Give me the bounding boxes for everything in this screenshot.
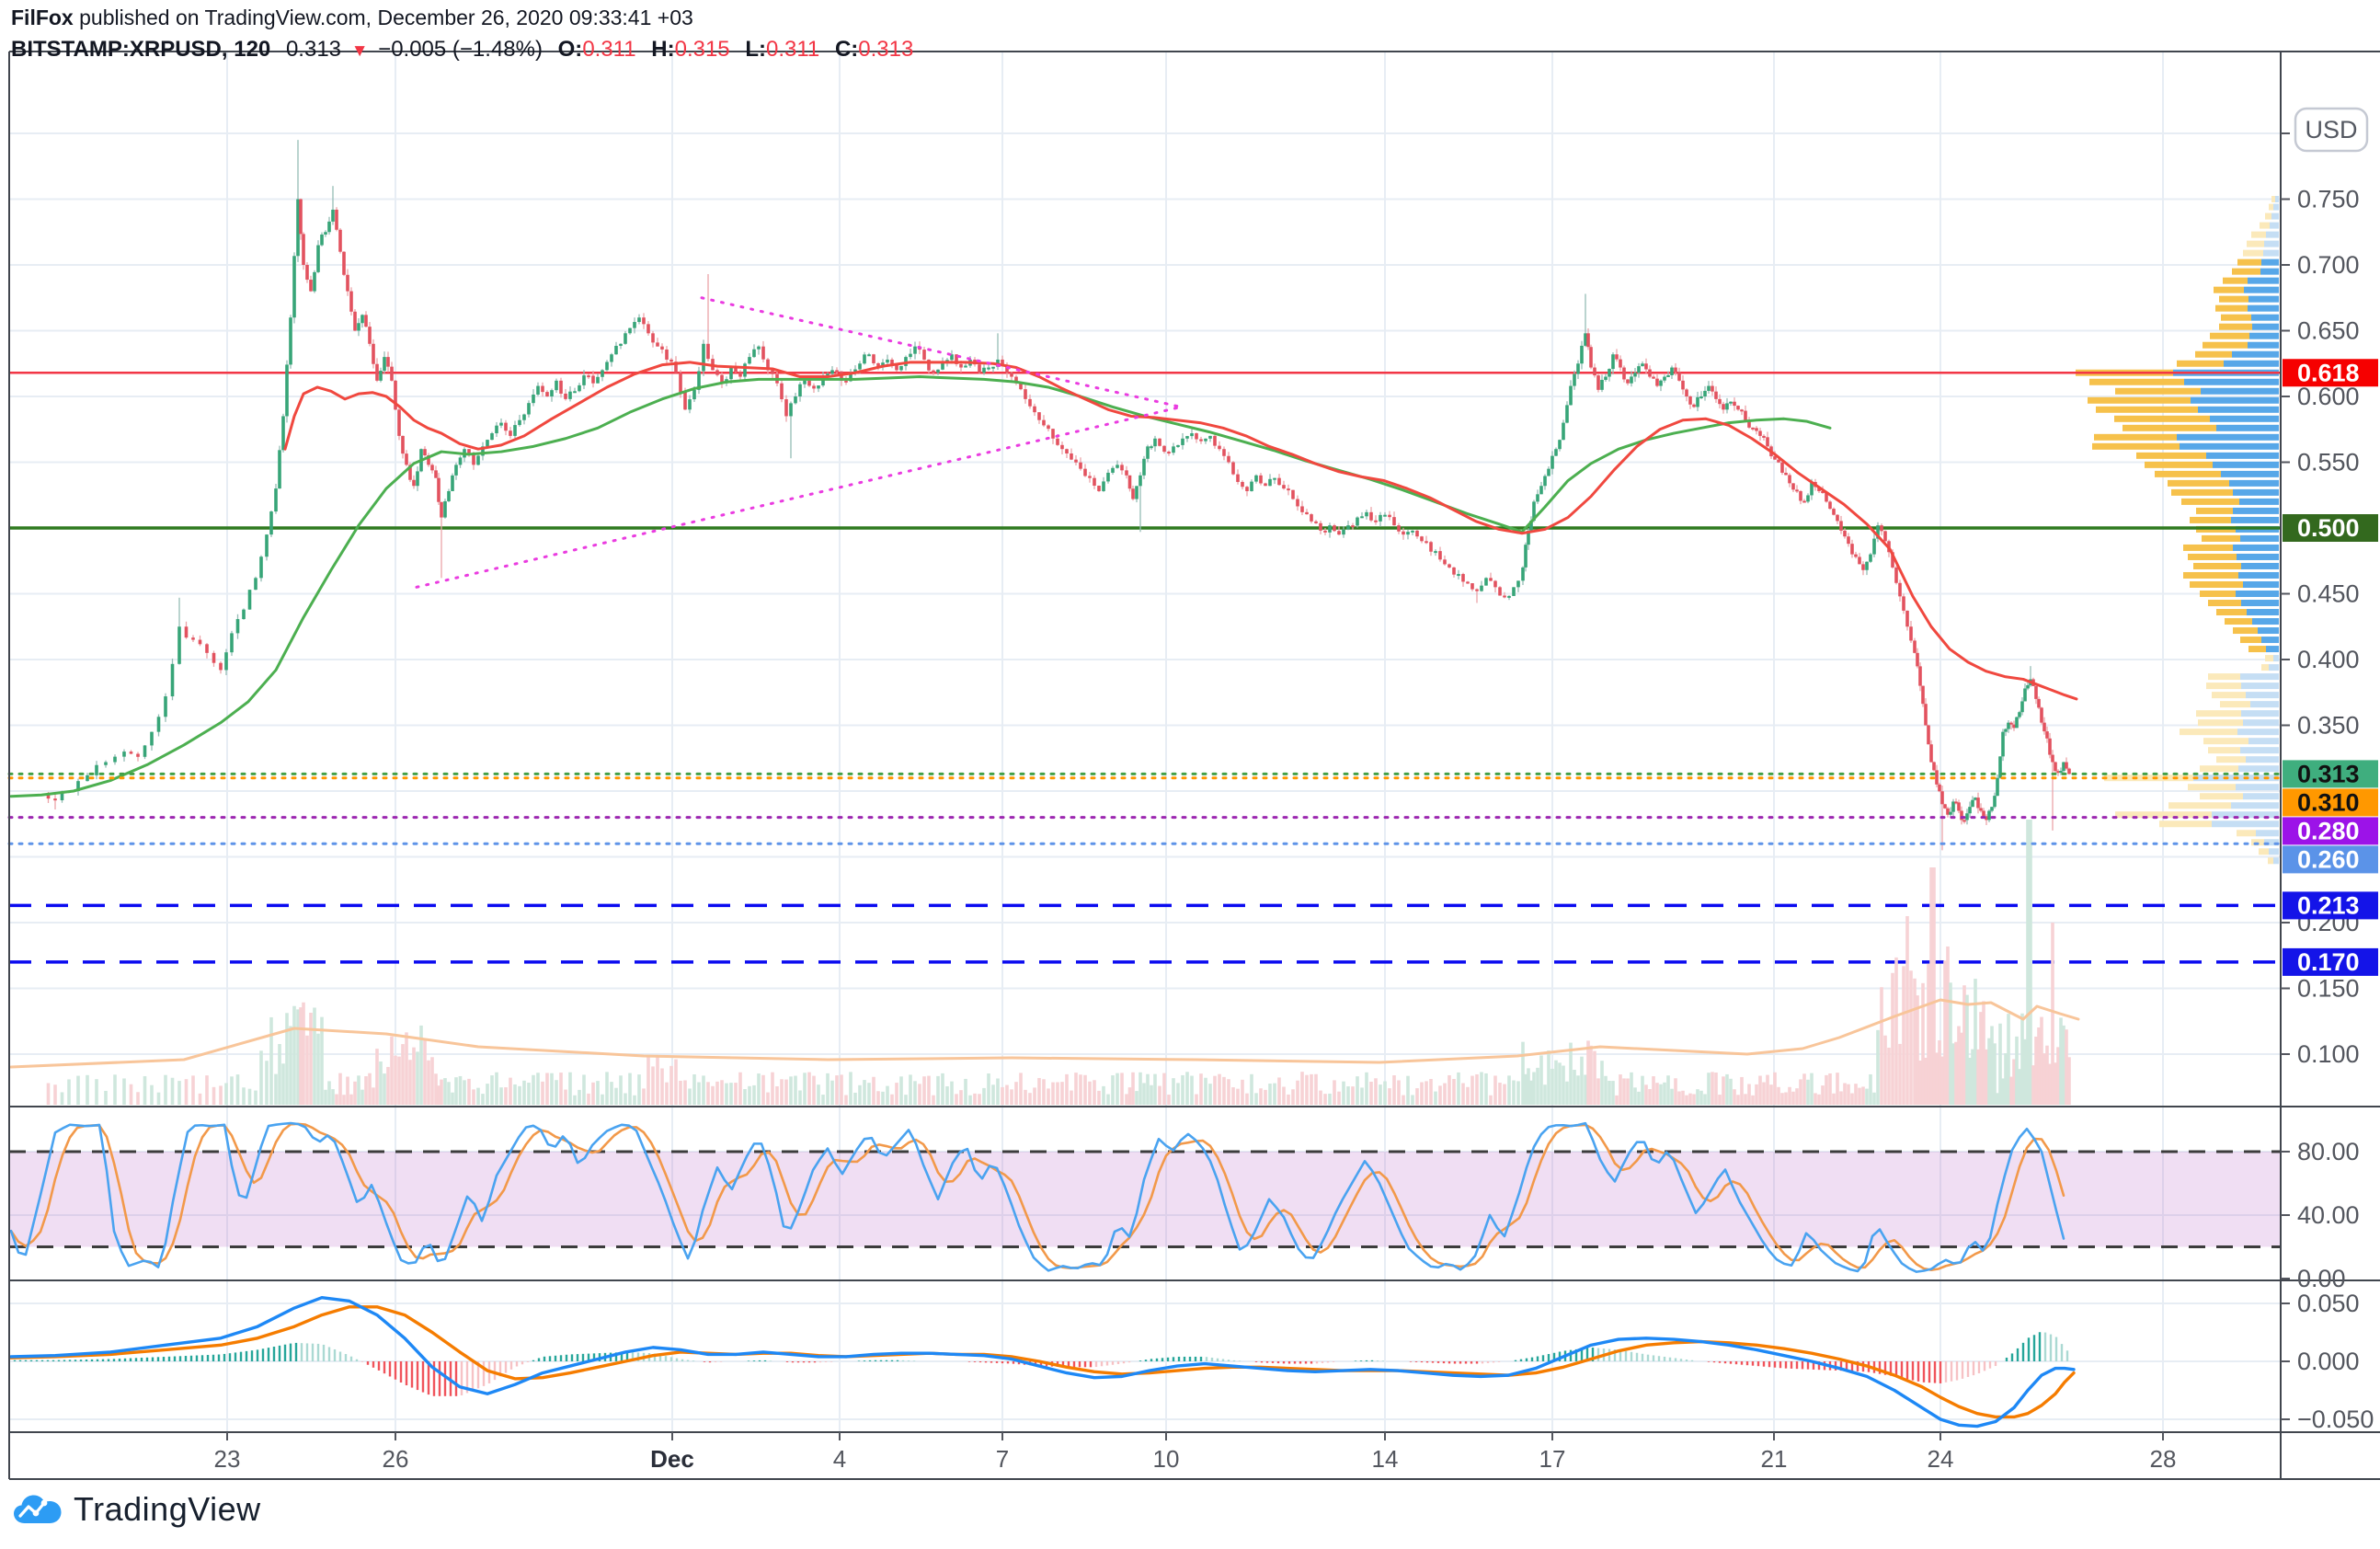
svg-text:0.400: 0.400 bbox=[2297, 646, 2360, 673]
candlesticks[interactable] bbox=[46, 140, 2071, 851]
svg-text:26: 26 bbox=[383, 1445, 409, 1473]
publish-info: published on TradingView.com, December 2… bbox=[73, 6, 693, 29]
down-arrow-icon: ▼ bbox=[350, 41, 369, 61]
price-axis[interactable]: 0.8000.7500.7000.6500.6000.5500.4500.400… bbox=[2281, 107, 2378, 1433]
pennant-trendlines bbox=[415, 296, 1183, 589]
price-alert-dotted-lines bbox=[7, 772, 2283, 845]
price-badge-0.500: 0.500 bbox=[2283, 514, 2378, 542]
high-label: H: bbox=[651, 37, 675, 62]
svg-text:0.280: 0.280 bbox=[2297, 817, 2360, 844]
author-name: FilFox bbox=[11, 6, 74, 29]
tradingview-cloud-icon bbox=[14, 1495, 62, 1523]
svg-text:7: 7 bbox=[996, 1445, 1009, 1473]
svg-text:0.618: 0.618 bbox=[2297, 359, 2360, 386]
last-price: 0.313 bbox=[285, 37, 342, 62]
price-badge-0.260: 0.260 bbox=[2283, 845, 2378, 874]
close-label: C: bbox=[834, 37, 859, 62]
price-badge-0.280: 0.280 bbox=[2283, 817, 2378, 845]
tradingview-logo[interactable]: TradingView bbox=[13, 1490, 261, 1529]
svg-text:21: 21 bbox=[1761, 1445, 1788, 1473]
svg-text:0.350: 0.350 bbox=[2297, 712, 2360, 740]
price-badge-0.313: 0.313 bbox=[2283, 760, 2378, 788]
svg-text:40.00: 40.00 bbox=[2297, 1201, 2360, 1229]
svg-text:24: 24 bbox=[1928, 1445, 1954, 1473]
svg-text:0.450: 0.450 bbox=[2297, 580, 2360, 608]
svg-text:80.00: 80.00 bbox=[2297, 1138, 2360, 1165]
open-value: 0.311 bbox=[582, 37, 636, 62]
horizontal-level-lines bbox=[9, 372, 2281, 964]
symbol-info-row: BITSTAMP:XRPUSD, 120 0.313 ▼ −0.005 (−1.… bbox=[11, 37, 913, 66]
currency-usd-button[interactable]: USD bbox=[2294, 107, 2369, 153]
chart-header: FilFox published on TradingView.com, Dec… bbox=[11, 6, 913, 66]
low-label: L: bbox=[745, 37, 766, 62]
svg-text:0.170: 0.170 bbox=[2297, 948, 2360, 976]
price-change: −0.005 (−1.48%) bbox=[378, 37, 543, 62]
svg-text:14: 14 bbox=[1372, 1445, 1399, 1473]
high-value: 0.315 bbox=[674, 37, 730, 62]
symbol-title[interactable]: BITSTAMP:XRPUSD, 120 bbox=[11, 37, 271, 62]
price-badge-0.213: 0.213 bbox=[2283, 891, 2378, 920]
svg-text:17: 17 bbox=[1539, 1445, 1566, 1473]
open-label: O: bbox=[557, 37, 583, 62]
close-value: 0.313 bbox=[858, 37, 914, 62]
svg-text:Dec: Dec bbox=[650, 1445, 694, 1473]
moving-averages bbox=[9, 361, 2078, 798]
svg-text:0.000: 0.000 bbox=[2297, 1348, 2360, 1375]
svg-text:28: 28 bbox=[2150, 1445, 2177, 1473]
svg-text:0.650: 0.650 bbox=[2297, 317, 2360, 345]
svg-text:0.500: 0.500 bbox=[2297, 514, 2360, 542]
svg-text:0.310: 0.310 bbox=[2297, 788, 2360, 816]
svg-text:0.600: 0.600 bbox=[2297, 383, 2360, 410]
price-badge-0.170: 0.170 bbox=[2283, 947, 2378, 976]
time-axis[interactable]: 23 26 Dec 4 7 10 14 17 21 24 28 bbox=[214, 1432, 2177, 1473]
stochastic-panel bbox=[9, 1121, 2281, 1273]
svg-text:0.260: 0.260 bbox=[2297, 845, 2360, 873]
svg-text:USD: USD bbox=[2305, 116, 2357, 143]
volume-profile bbox=[2076, 196, 2279, 865]
svg-text:0.100: 0.100 bbox=[2297, 1040, 2360, 1068]
svg-text:23: 23 bbox=[214, 1445, 241, 1473]
low-value: 0.311 bbox=[765, 37, 820, 62]
macd-panel bbox=[9, 1295, 2076, 1429]
svg-text:4: 4 bbox=[833, 1445, 846, 1473]
svg-text:0.050: 0.050 bbox=[2297, 1290, 2360, 1317]
svg-text:0.213: 0.213 bbox=[2297, 891, 2360, 919]
volume-ma-line bbox=[9, 998, 2080, 1069]
tradingview-logo-text: TradingView bbox=[74, 1490, 261, 1528]
publish-caption: FilFox published on TradingView.com, Dec… bbox=[11, 6, 913, 35]
svg-text:0.750: 0.750 bbox=[2297, 186, 2360, 213]
svg-text:0.00: 0.00 bbox=[2297, 1265, 2346, 1292]
svg-text:0.313: 0.313 bbox=[2297, 760, 2360, 787]
panel-borders bbox=[8, 51, 2380, 1480]
price-badge-0.310: 0.310 bbox=[2283, 788, 2378, 817]
svg-text:0.550: 0.550 bbox=[2297, 449, 2360, 476]
volume-bars bbox=[46, 820, 2071, 1105]
price-badge-0.618: 0.618 bbox=[2283, 359, 2378, 387]
svg-text:−0.050: −0.050 bbox=[2297, 1406, 2374, 1433]
svg-text:10: 10 bbox=[1153, 1445, 1180, 1473]
svg-text:0.700: 0.700 bbox=[2297, 251, 2360, 279]
svg-text:0.150: 0.150 bbox=[2297, 975, 2360, 1003]
